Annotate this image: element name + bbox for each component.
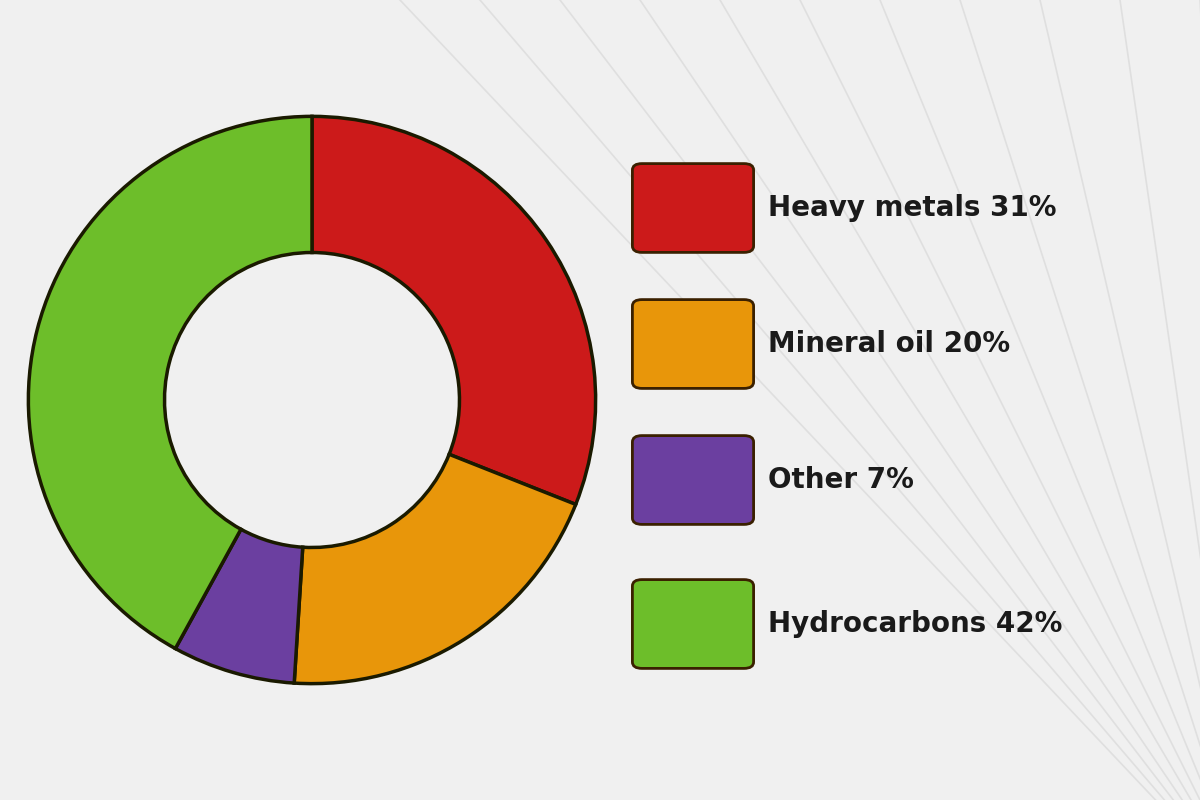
Wedge shape (29, 116, 312, 649)
Text: Other 7%: Other 7% (768, 466, 914, 494)
Text: Mineral oil 20%: Mineral oil 20% (768, 330, 1010, 358)
Wedge shape (294, 454, 576, 684)
Wedge shape (312, 116, 595, 505)
Text: Heavy metals 31%: Heavy metals 31% (768, 194, 1056, 222)
Text: Hydrocarbons 42%: Hydrocarbons 42% (768, 610, 1062, 638)
Wedge shape (175, 530, 302, 683)
